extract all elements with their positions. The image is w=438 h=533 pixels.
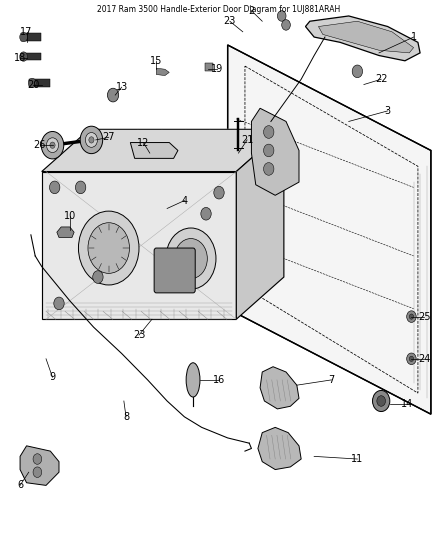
Ellipse shape <box>186 363 200 397</box>
Text: 27: 27 <box>102 132 115 142</box>
Circle shape <box>33 454 42 464</box>
Polygon shape <box>251 108 299 195</box>
Circle shape <box>85 133 98 147</box>
Text: 26: 26 <box>33 140 46 150</box>
Bar <box>21 53 41 60</box>
Polygon shape <box>236 130 284 319</box>
Text: 21: 21 <box>241 135 253 145</box>
Text: 25: 25 <box>418 312 431 321</box>
Text: 3: 3 <box>385 106 391 116</box>
Circle shape <box>264 144 274 157</box>
Circle shape <box>28 78 36 88</box>
Circle shape <box>409 314 413 319</box>
Circle shape <box>20 52 28 61</box>
Circle shape <box>372 391 390 411</box>
Text: 23: 23 <box>133 330 145 340</box>
Circle shape <box>89 137 94 143</box>
Circle shape <box>41 132 64 159</box>
Circle shape <box>50 142 55 148</box>
Text: 1: 1 <box>410 32 417 42</box>
Circle shape <box>80 126 102 154</box>
Circle shape <box>406 353 416 365</box>
Circle shape <box>107 88 119 102</box>
Circle shape <box>264 126 274 139</box>
Text: 4: 4 <box>181 196 187 206</box>
Circle shape <box>166 228 216 289</box>
Circle shape <box>33 467 42 478</box>
Circle shape <box>214 187 224 199</box>
Circle shape <box>409 356 413 361</box>
Text: 7: 7 <box>328 375 335 385</box>
Circle shape <box>20 33 28 42</box>
Text: 23: 23 <box>224 16 236 26</box>
Circle shape <box>264 163 274 175</box>
Polygon shape <box>156 68 169 76</box>
Circle shape <box>54 297 64 310</box>
Polygon shape <box>318 21 413 53</box>
Circle shape <box>406 311 416 322</box>
Polygon shape <box>258 427 301 470</box>
Polygon shape <box>305 16 420 61</box>
Text: 13: 13 <box>116 82 128 92</box>
Text: 14: 14 <box>401 399 413 409</box>
Polygon shape <box>57 227 74 238</box>
Circle shape <box>93 271 103 284</box>
Polygon shape <box>131 142 178 158</box>
Circle shape <box>78 211 139 285</box>
Circle shape <box>46 138 59 152</box>
Circle shape <box>277 11 286 21</box>
Text: 19: 19 <box>211 64 223 74</box>
Circle shape <box>174 239 207 279</box>
Text: 8: 8 <box>123 412 129 422</box>
Circle shape <box>377 395 385 406</box>
Text: 24: 24 <box>418 354 431 364</box>
Text: 9: 9 <box>49 372 56 382</box>
Text: 12: 12 <box>137 138 149 148</box>
Text: 17: 17 <box>21 27 33 37</box>
Text: 6: 6 <box>17 480 23 490</box>
Bar <box>21 34 41 41</box>
Text: 11: 11 <box>351 454 364 464</box>
Polygon shape <box>42 130 284 172</box>
Polygon shape <box>260 367 299 409</box>
Circle shape <box>201 207 211 220</box>
Polygon shape <box>228 45 431 414</box>
Text: 15: 15 <box>150 56 162 66</box>
FancyBboxPatch shape <box>154 248 195 293</box>
Text: 20: 20 <box>27 79 39 90</box>
Polygon shape <box>20 446 59 486</box>
Circle shape <box>352 65 363 78</box>
Text: 2: 2 <box>248 6 254 15</box>
Text: 10: 10 <box>64 212 76 221</box>
Text: 22: 22 <box>375 74 388 84</box>
Circle shape <box>282 20 290 30</box>
Circle shape <box>49 181 60 193</box>
Bar <box>205 63 213 71</box>
Circle shape <box>75 181 86 193</box>
Circle shape <box>88 223 130 273</box>
Text: 18: 18 <box>14 53 26 63</box>
Text: 16: 16 <box>213 375 225 385</box>
Text: 2017 Ram 3500 Handle-Exterior Door Diagram for 1UJ881ARAH: 2017 Ram 3500 Handle-Exterior Door Diagr… <box>97 5 341 14</box>
Polygon shape <box>42 172 236 319</box>
Bar <box>29 79 50 87</box>
